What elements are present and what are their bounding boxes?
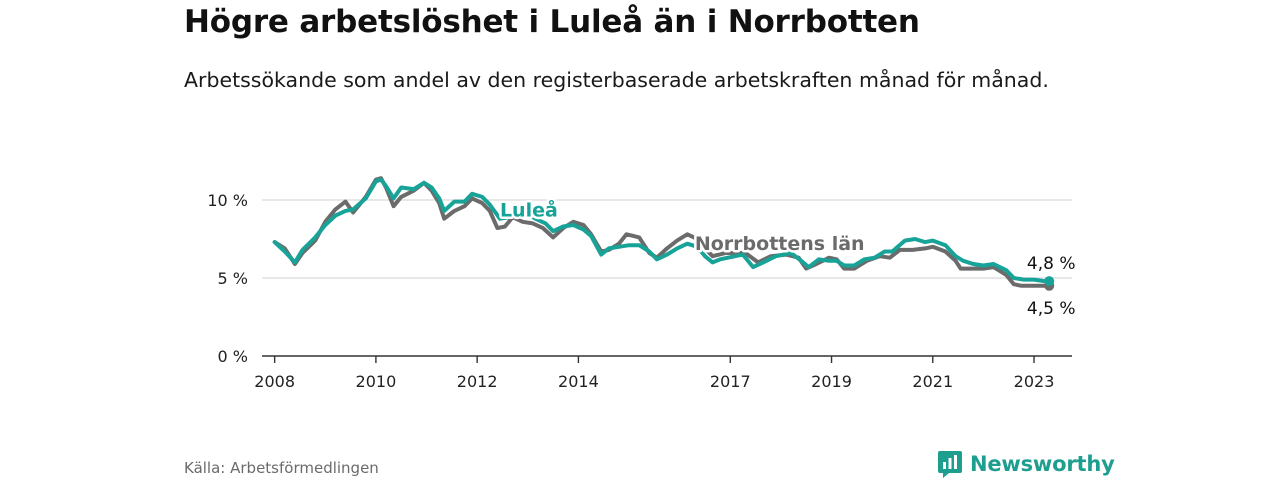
series-line-lulea <box>272 177 1052 284</box>
chart-subtitle: Arbetssökande som andel av den registerb… <box>184 68 1049 92</box>
series-layer <box>272 176 1052 288</box>
y-tick-label: 5 % <box>218 269 248 288</box>
end-label-lulea: 4,8 % <box>1027 254 1076 274</box>
series-line-norrbotten <box>272 176 1052 288</box>
end-label-norrbotten: 4,5 % <box>1027 299 1076 319</box>
x-tick-label: 2021 <box>912 372 953 391</box>
grid-layer: 0 % 5 % 10 % 2008 2010 2012 2014 2017 2019 2021 20… <box>207 191 1072 391</box>
x-tick-label: 2019 <box>811 372 852 391</box>
newsworthy-logo-icon <box>938 451 962 478</box>
series-label-norrbotten: Norrbottens län <box>695 233 865 255</box>
y-tick-label: 0 % <box>218 347 248 366</box>
x-tick-label: 2010 <box>356 372 397 391</box>
brand-logo: Newsworthy <box>937 449 1115 479</box>
x-tick-label: 2014 <box>558 372 599 391</box>
x-tick-label: 2008 <box>254 372 295 391</box>
series-label-lulea: Luleå <box>500 197 558 221</box>
x-tick-label: 2017 <box>710 372 751 391</box>
end-point-lulea <box>1044 276 1055 287</box>
brand-name: Newsworthy <box>970 452 1115 476</box>
x-tick-label: 2012 <box>457 372 498 391</box>
source-note: Källa: Arbetsförmedlingen <box>184 459 379 477</box>
x-tick-label: 2023 <box>1014 372 1055 391</box>
chart-title: Högre arbetslöshet i Luleå än i Norrbott… <box>184 4 920 40</box>
label-layer: Luleå Norrbottens län 4,8 % 4,5 % <box>497 195 1078 321</box>
y-tick-label: 10 % <box>207 191 248 210</box>
